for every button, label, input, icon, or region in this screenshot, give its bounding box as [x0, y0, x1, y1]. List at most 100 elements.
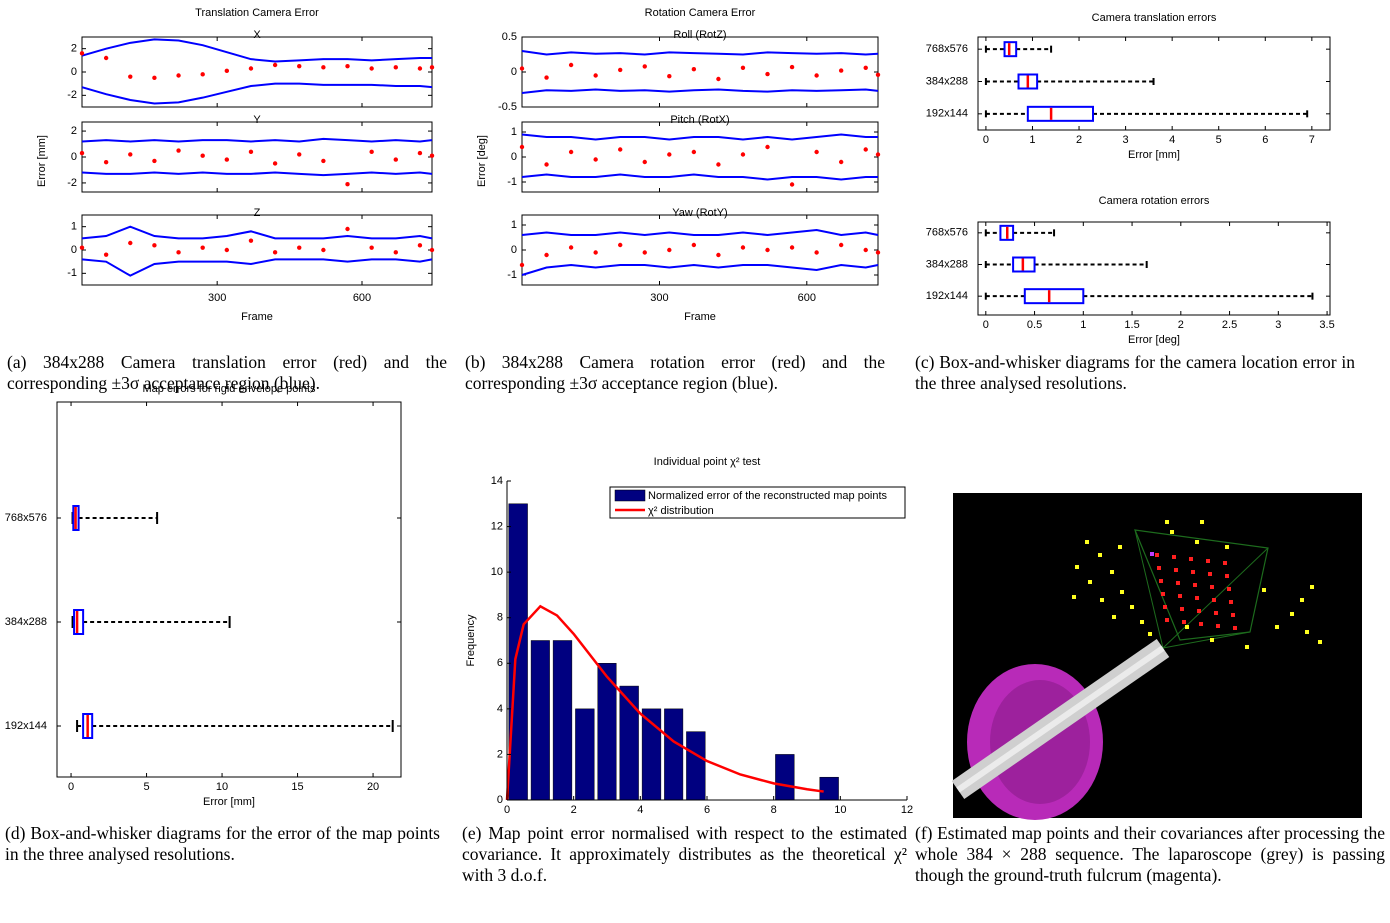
box [1023, 288, 1085, 305]
map-point [1275, 625, 1279, 629]
error-point [79, 150, 85, 156]
bound-line [521, 228, 879, 237]
bound-line [521, 88, 879, 94]
error-point [593, 250, 598, 255]
error-point [272, 250, 278, 255]
error-point [875, 152, 881, 157]
error-point [429, 247, 435, 253]
error-point [667, 74, 672, 79]
x-tick-label: 3.5 [1319, 319, 1334, 331]
caption: (f) Estimated map points and their covar… [915, 823, 1385, 885]
map-point [1310, 585, 1314, 589]
error-point [321, 247, 326, 253]
map-point [1305, 630, 1309, 634]
error-point [272, 161, 278, 166]
error-point [272, 62, 278, 68]
map-point [1098, 553, 1102, 557]
category-label: 768x576 [5, 512, 47, 524]
map-point [1195, 540, 1199, 544]
x-axis-label: Frame [684, 311, 716, 323]
x-tick-label: 8 [771, 804, 777, 816]
error-point [691, 67, 697, 72]
map-point [1112, 615, 1116, 619]
map-point [1159, 579, 1163, 583]
caption: (c) Box-and-whisker diagrams for the cam… [915, 352, 1355, 393]
map-point [1229, 600, 1233, 604]
y-tick-label: 0 [71, 66, 77, 78]
legend-label: Normalized error of the reconstructed ma… [648, 490, 888, 502]
axes-frame [81, 36, 433, 108]
chart-title: Translation Camera Error [195, 7, 319, 19]
x-tick-label: 12 [901, 804, 913, 816]
error-point [152, 75, 157, 81]
error-point [417, 150, 423, 156]
y-tick-label: 0 [71, 151, 77, 163]
y-tick-label: 1 [511, 219, 517, 231]
map-point [1180, 607, 1184, 611]
axes-frame [81, 121, 433, 193]
error-point [814, 149, 819, 155]
error-point [863, 247, 868, 253]
map-point [1140, 620, 1144, 624]
axes-frame [81, 214, 433, 286]
error-point [128, 240, 133, 246]
error-point [863, 147, 868, 152]
map-point [1161, 592, 1165, 596]
error-point [224, 157, 230, 162]
map-point [1100, 598, 1104, 602]
bar [686, 731, 706, 801]
error-point [544, 162, 549, 167]
error-point [716, 76, 721, 82]
x-tick-label: 4 [1169, 134, 1175, 146]
error-point [618, 67, 623, 73]
category-label: 768x576 [926, 43, 968, 55]
x-tick-label: 15 [291, 781, 303, 793]
category-label: 192x144 [926, 108, 968, 120]
x-tick-label: 1 [1080, 319, 1086, 331]
category-label: 384x288 [926, 75, 968, 87]
y-tick-label: 0 [511, 66, 517, 78]
error-point [345, 226, 350, 232]
map-point [1191, 570, 1195, 574]
y-axis-label: Frequency [465, 614, 477, 666]
error-point [519, 66, 525, 71]
bound-line [521, 133, 878, 141]
x-tick-label: 1.5 [1124, 319, 1139, 331]
map-point [1178, 594, 1182, 598]
panel-title: Y [253, 114, 261, 126]
map-point [1210, 585, 1214, 589]
error-point [814, 250, 819, 255]
error-point [429, 65, 435, 70]
y-axis-label: Error [deg] [476, 135, 488, 187]
map-point [1199, 622, 1203, 626]
error-point [248, 66, 254, 71]
map-point [1174, 568, 1178, 572]
map-point [1157, 566, 1161, 570]
map-point [1206, 559, 1210, 563]
y-tick-label: 10 [491, 566, 503, 578]
map-point [1176, 581, 1180, 585]
error-point [176, 250, 181, 255]
y-tick-label: 0 [511, 151, 517, 163]
map-point [1300, 598, 1304, 602]
x-tick-label: 6 [704, 804, 710, 816]
map-point [1225, 574, 1229, 578]
error-point [345, 63, 350, 69]
error-point [740, 65, 746, 71]
map-point [1231, 613, 1235, 617]
rendering [951, 493, 1362, 820]
map-point [1170, 530, 1174, 534]
axes-frame [56, 401, 402, 778]
x-tick-label: 1 [1029, 134, 1035, 146]
x-tick-label: 4 [637, 804, 643, 816]
error-point [321, 158, 326, 164]
category-label: 384x288 [926, 258, 968, 270]
error-point [297, 63, 302, 69]
x-tick-label: 2 [1076, 134, 1082, 146]
error-point [568, 245, 574, 250]
chart-title: Map errors for rigid envelope points [142, 383, 316, 395]
y-tick-label: 2 [497, 748, 503, 760]
y-tick-label: 14 [491, 475, 503, 487]
category-label: 192x144 [5, 720, 47, 732]
error-point [814, 73, 819, 78]
